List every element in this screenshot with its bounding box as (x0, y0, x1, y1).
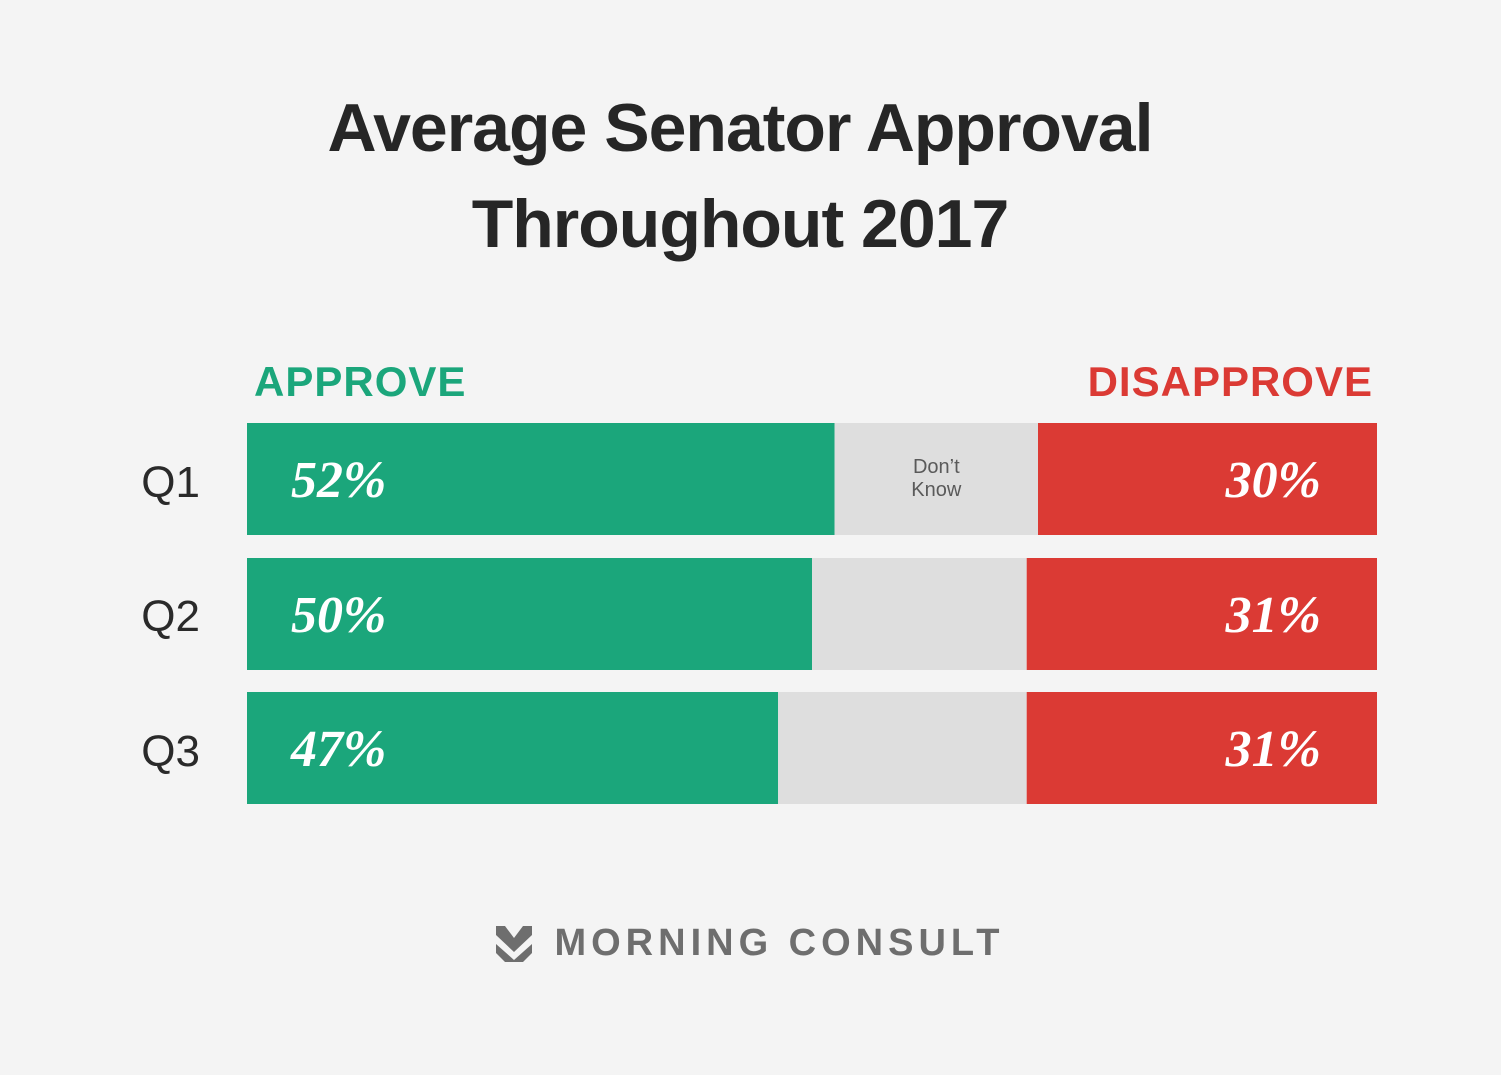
category-label-q2: Q2 (141, 592, 200, 641)
value-label-approve-q3: 47% (290, 721, 386, 778)
category-label-q3: Q3 (141, 727, 200, 776)
chart-title-line-1: Average Senator Approval (327, 90, 1153, 166)
category-label-q1: Q1 (141, 458, 200, 507)
value-label-disapprove-q1: 30% (1225, 452, 1321, 509)
footer-brand: MORNING CONSULT (554, 922, 1005, 964)
chart-title-line-2: Throughout 2017 (471, 186, 1010, 262)
bar-dont-know-q1 (834, 423, 1038, 535)
bar-dont-know-q3 (778, 692, 1027, 804)
footer: MORNING CONSULT (0, 922, 1501, 965)
value-label-disapprove-q2: 31% (1225, 587, 1321, 644)
bar-disapprove-q2 (1026, 558, 1377, 670)
bar-approve-q1 (247, 423, 835, 535)
value-label-approve-q1: 52% (291, 452, 386, 509)
legend-disapprove: DISAPPROVE (1087, 358, 1373, 405)
bar-approve-q3 (247, 692, 779, 804)
chart-title: Average Senator Approval Throughout 2017 (0, 80, 1480, 272)
bar-approve-q2 (247, 558, 812, 670)
value-label-disapprove-q3: 31% (1225, 721, 1321, 778)
bar-disapprove-q1 (1038, 423, 1377, 535)
bar-dont-know-q2 (812, 558, 1027, 670)
value-label-approve-q2: 50% (291, 587, 386, 644)
legend-approve: APPROVE (254, 358, 467, 405)
bar-disapprove-q3 (1026, 692, 1377, 804)
morning-consult-chevron-icon (496, 925, 533, 962)
dont-know-label-line-2: Know (911, 479, 962, 501)
dont-know-label-line-1: Don’t (913, 456, 960, 478)
